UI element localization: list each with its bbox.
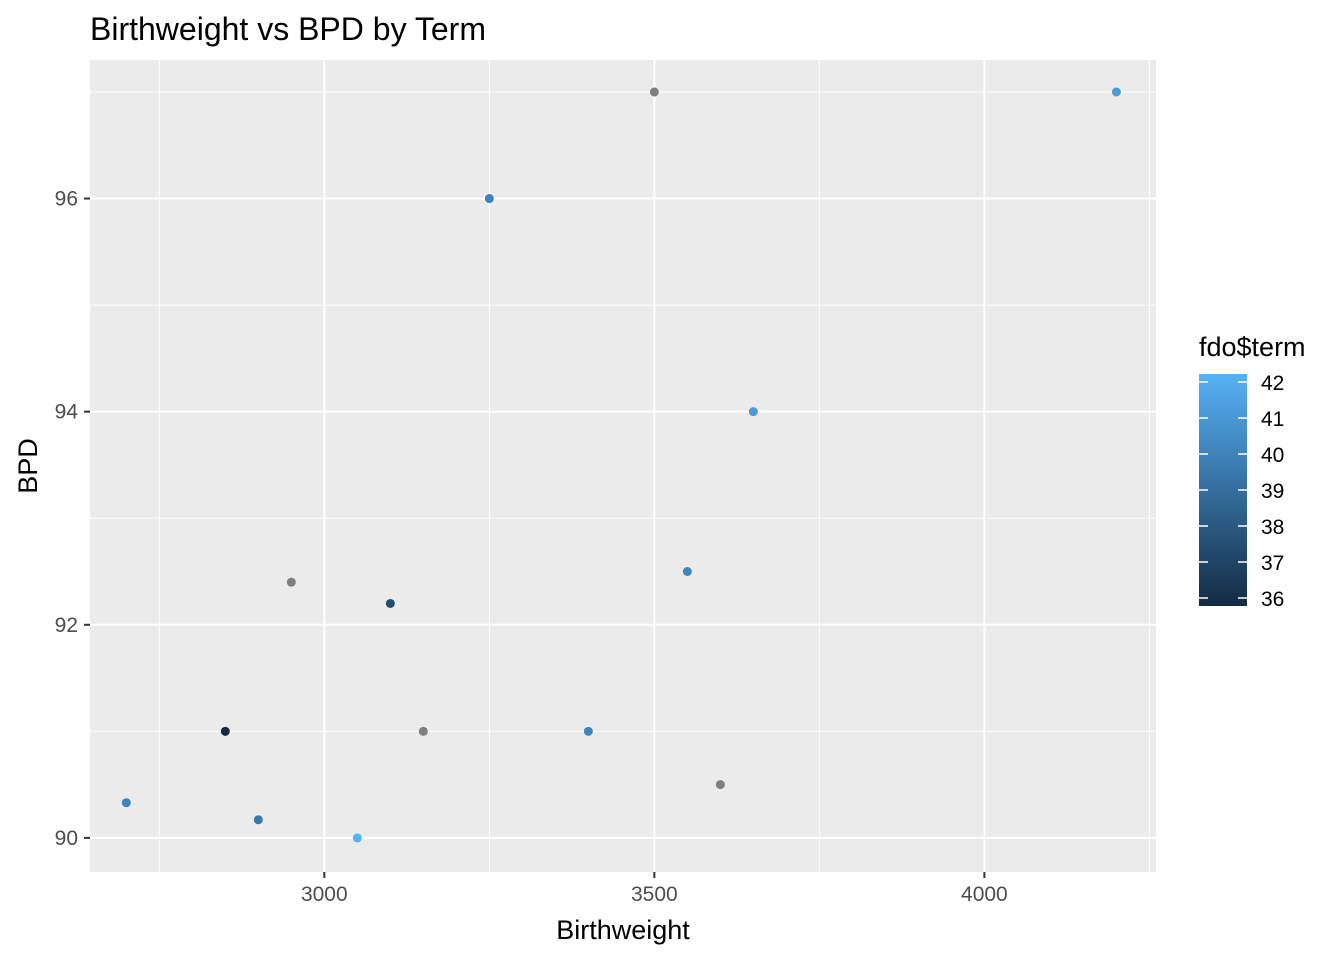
major-gridlines [90, 60, 1156, 872]
y-tick-label: 92 [55, 614, 78, 637]
legend-ticks: 36 37 38 39 40 41 42 [1199, 372, 1284, 611]
legend-tick-label: 38 [1261, 516, 1284, 539]
data-point [385, 598, 395, 608]
data-point [220, 726, 230, 736]
chart-title: Birthweight vs BPD by Term [90, 11, 486, 47]
data-point [253, 815, 263, 825]
data-point [649, 87, 659, 97]
x-tick-label: 3500 [631, 883, 678, 906]
plot-panel [90, 60, 1156, 872]
data-point [352, 833, 362, 843]
data-point [286, 577, 296, 587]
data-point [583, 726, 593, 736]
y-tick-label: 96 [55, 188, 78, 211]
data-point [748, 407, 758, 417]
legend-tick-label: 41 [1261, 408, 1284, 431]
legend-tick-label: 36 [1261, 588, 1284, 611]
data-point [1111, 87, 1121, 97]
y-tick-label: 90 [55, 827, 78, 850]
y-axis-title: BPD [13, 438, 43, 494]
color-legend: fdo$term 36 37 38 39 40 41 42 [1199, 332, 1306, 611]
legend-tick-label: 42 [1261, 372, 1284, 395]
data-points [121, 87, 1121, 843]
legend-tick-label: 37 [1261, 552, 1284, 575]
y-axis-ticks: 90 92 94 96 [55, 188, 90, 850]
data-point [682, 566, 692, 576]
legend-tick-label: 39 [1261, 480, 1284, 503]
data-point [715, 780, 725, 790]
x-tick-label: 4000 [961, 883, 1008, 906]
y-tick-label: 94 [55, 401, 79, 424]
x-tick-label: 3000 [301, 883, 348, 906]
legend-title: fdo$term [1199, 332, 1306, 362]
data-point [121, 798, 131, 808]
x-axis-ticks: 3000 3500 4000 [301, 872, 1008, 906]
x-axis-title: Birthweight [556, 915, 690, 945]
data-point [418, 726, 428, 736]
legend-tick-label: 40 [1261, 444, 1284, 467]
data-point [484, 194, 494, 204]
